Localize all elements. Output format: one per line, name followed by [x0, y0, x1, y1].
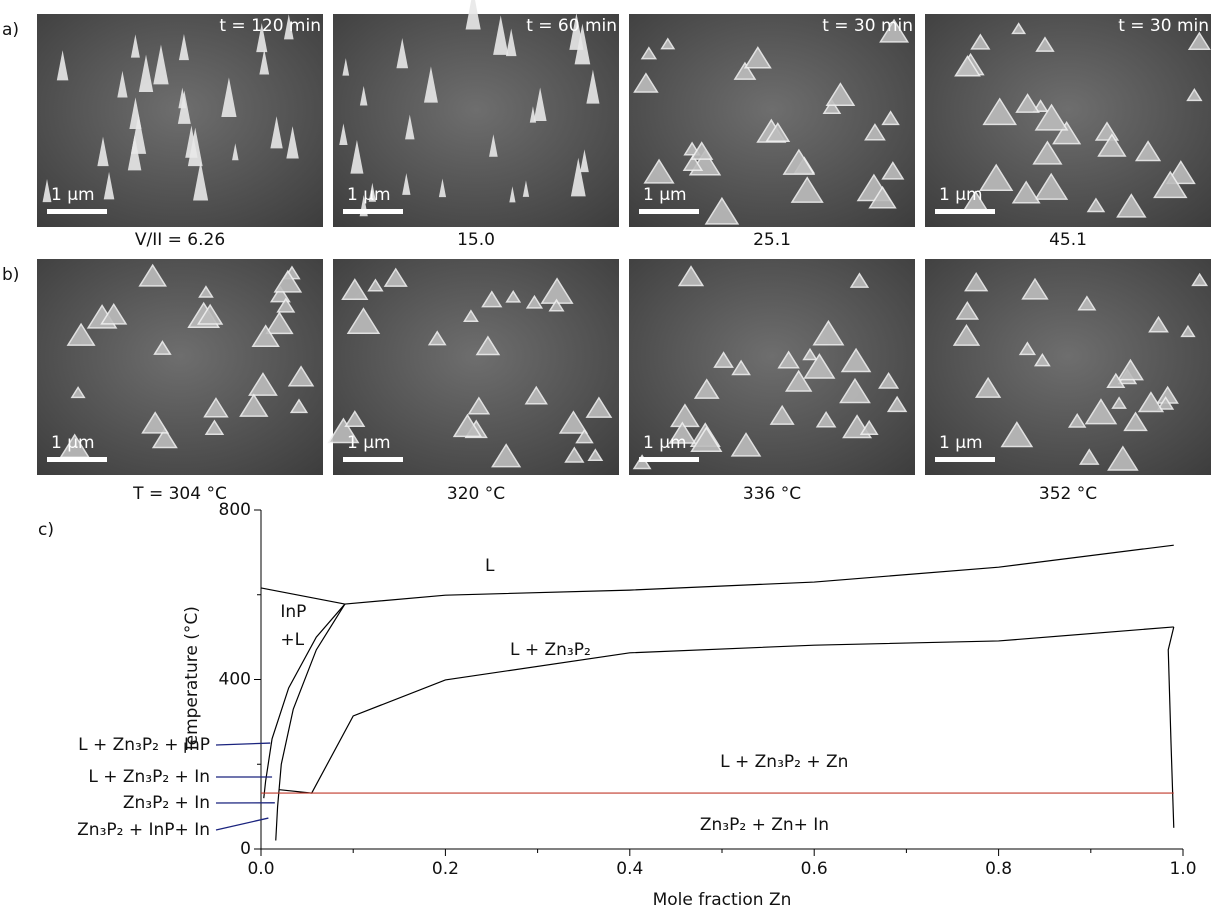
x-tick-label: 1.0: [1169, 859, 1196, 879]
scale-bar: [639, 209, 699, 214]
image-caption: 15.0: [457, 230, 495, 250]
region-label: L + Zn₃P₂ + Zn: [720, 752, 848, 772]
panel-label: b): [2, 265, 19, 285]
scale-bar: [639, 457, 699, 462]
region-label: InP: [280, 602, 306, 622]
callout-label: L + Zn₃P₂ + InP: [78, 735, 210, 755]
callout-label: Zn₃P₂ + InP+ In: [77, 820, 210, 840]
time-label: t = 30 min: [822, 16, 913, 36]
scale-label: 1 µm: [347, 185, 391, 205]
x-tick-label: 0.0: [247, 859, 274, 879]
scale-label: 1 µm: [939, 185, 983, 205]
x-axis-label: Mole fraction Zn: [653, 890, 792, 910]
y-tick-label: 800: [219, 500, 251, 520]
phase-boundary: [345, 545, 1174, 604]
x-tick-label: 0.2: [432, 859, 459, 879]
y-tick-label: 400: [219, 670, 251, 690]
panel-label: a): [2, 20, 19, 40]
scale-bar: [343, 457, 403, 462]
image-caption: 25.1: [753, 230, 791, 250]
callout-label: L + Zn₃P₂ + In: [88, 767, 210, 787]
time-label: t = 30 min: [1118, 16, 1209, 36]
scale-bar: [47, 457, 107, 462]
scale-bar: [935, 209, 995, 214]
image-caption: V/II = 6.26: [135, 230, 225, 250]
x-tick-label: 0.6: [801, 859, 828, 879]
time-label: t = 60 min: [526, 16, 617, 36]
scale-label: 1 µm: [51, 185, 95, 205]
scale-label: 1 µm: [939, 433, 983, 453]
region-label: +L: [280, 630, 304, 650]
region-label: L + Zn₃P₂: [510, 640, 591, 660]
callout-label: Zn₃P₂ + In: [123, 793, 210, 813]
scale-label: 1 µm: [643, 185, 687, 205]
scale-label: 1 µm: [347, 433, 391, 453]
scale-bar: [935, 457, 995, 462]
region-label: Zn₃P₂ + Zn+ In: [700, 815, 829, 835]
scale-label: 1 µm: [51, 433, 95, 453]
image-caption: 336 °C: [743, 484, 801, 504]
image-caption: 352 °C: [1039, 484, 1097, 504]
image-caption: 320 °C: [447, 484, 505, 504]
scale-bar: [47, 209, 107, 214]
image-caption: T = 304 °C: [132, 484, 227, 504]
region-label: L: [485, 556, 495, 576]
time-label: t = 120 min: [219, 16, 321, 36]
y-axis-label: Temperature (°C): [182, 606, 202, 754]
figure: a) 1 µm t = 120 min V/II = 6.26 1 µm t = 60 m…: [0, 0, 1213, 915]
phase-boundary: [264, 604, 345, 798]
x-tick-label: 0.4: [616, 859, 643, 879]
callout-arrow: [216, 743, 270, 745]
scale-bar: [343, 209, 403, 214]
phase-boundary: [1168, 627, 1174, 828]
panel-label: c): [38, 520, 54, 540]
image-caption: 45.1: [1049, 230, 1087, 250]
y-tick-label: 0: [240, 839, 251, 859]
scale-label: 1 µm: [643, 433, 687, 453]
x-tick-label: 0.8: [985, 859, 1012, 879]
